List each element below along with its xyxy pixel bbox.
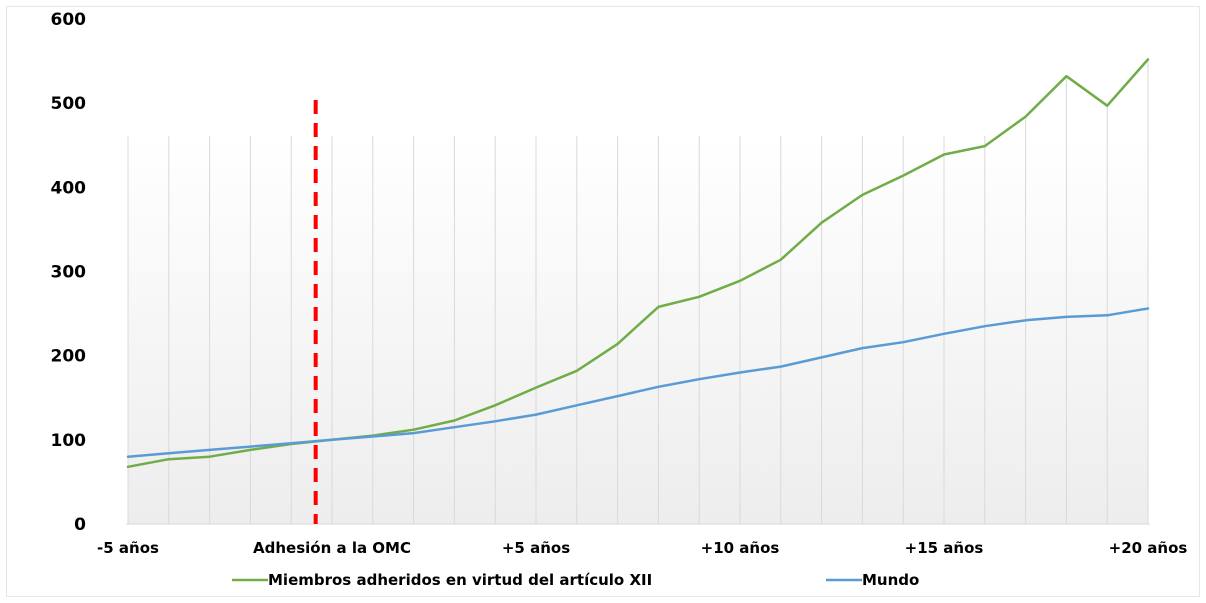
x-tick-label: Adhesión a la OMC xyxy=(253,539,411,557)
y-tick-label: 200 xyxy=(51,347,87,367)
y-tick-label: 400 xyxy=(51,178,87,198)
y-tick-label: 600 xyxy=(51,10,87,30)
x-tick-label: +15 años xyxy=(905,539,984,557)
series-line-2 xyxy=(126,307,1150,458)
legend-label-2: Mundo xyxy=(862,571,919,589)
x-tick-label: -5 años xyxy=(97,539,159,557)
series-lines xyxy=(126,58,1150,469)
x-tick-label: +5 años xyxy=(502,539,570,557)
y-axis-tick-labels: 0 100 200 300 400 500 600 xyxy=(51,10,87,535)
x-tick-label: +20 años xyxy=(1109,539,1188,557)
y-tick-label: 100 xyxy=(51,431,87,451)
plot-background xyxy=(128,136,1148,524)
y-tick-label: 500 xyxy=(51,94,87,114)
legend: Miembros adheridos en virtud del artícul… xyxy=(232,571,919,589)
y-tick-label: 300 xyxy=(51,263,87,283)
legend-label-1: Miembros adheridos en virtud del artícul… xyxy=(268,571,652,589)
x-axis-tick-labels: -5 años Adhesión a la OMC +5 años +10 años +… xyxy=(97,539,1187,557)
x-tick-label: +10 años xyxy=(701,539,780,557)
y-tick-label: 0 xyxy=(74,515,86,535)
